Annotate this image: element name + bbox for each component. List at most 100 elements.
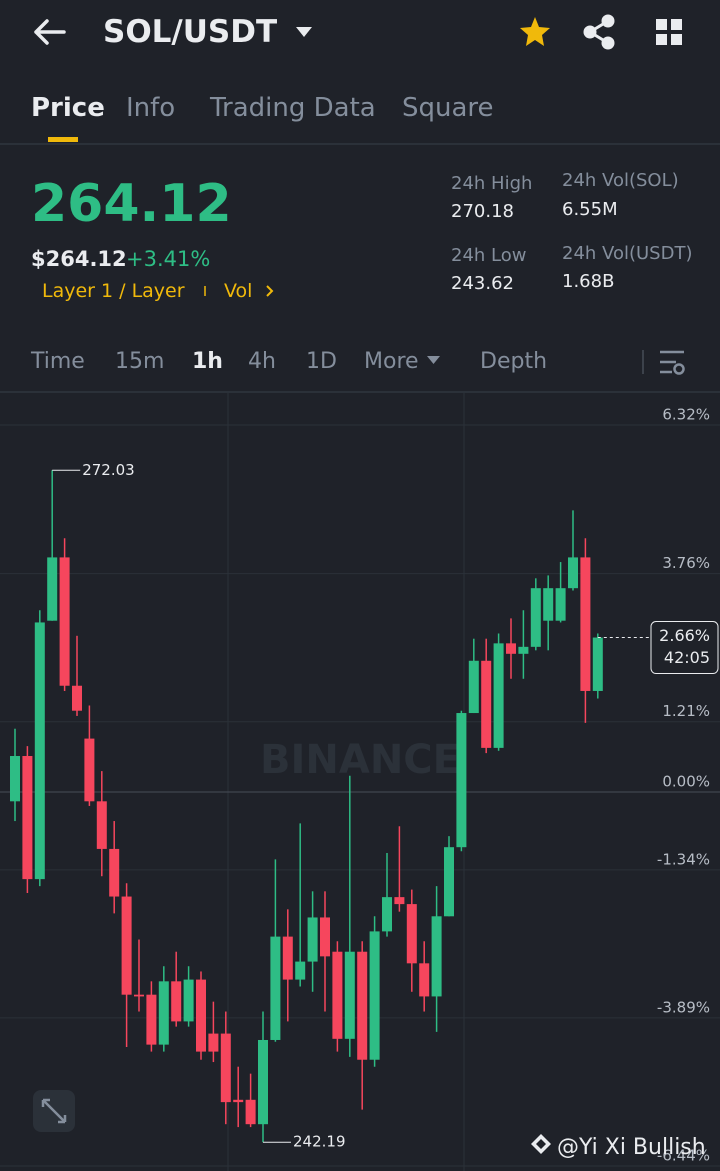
candle-body [146,994,157,1045]
candle-body [481,660,492,748]
candle-body [369,931,380,1060]
y-tick-label: 6.32% [662,406,710,424]
candlestick-chart: BINANCE 6.32% 3.76% 1.21% 0.00% -1.34% -3.89% -… [0,393,720,1171]
candle-body [506,643,516,654]
candle-body [220,1033,231,1103]
dropdown-icon[interactable] [296,27,312,37]
back-icon[interactable] [34,19,66,45]
candle-body [34,622,45,880]
y-tick-label: -1.34% [657,850,710,868]
star-icon[interactable] [520,17,550,46]
stat-value: 1.68B [562,271,615,292]
price-change: +3.41% [126,247,211,271]
expand-icon[interactable] [33,1090,75,1132]
tag-link[interactable]: Layer 1 / Layer [42,280,185,302]
stat-value: 270.18 [451,201,514,222]
candle-body [344,951,355,1039]
candle-body [109,848,120,897]
candle-body [196,979,206,1052]
tab[interactable]: Trading Data [210,93,376,123]
stat-value: 6.55M [562,199,618,220]
usd-price: $264.12 [31,247,127,271]
candle-body [592,637,603,691]
candle-body [158,981,169,1045]
vol-link[interactable]: Vol [224,280,253,302]
candle-body [456,713,467,848]
candle-body [183,979,194,1022]
candle-body [208,1033,219,1052]
y-tick-label: -3.89% [657,998,710,1016]
interval[interactable]: Time [31,349,85,374]
share-icon[interactable] [583,14,615,50]
candle-body [22,756,33,880]
interval[interactable]: 1D [306,349,337,374]
stat-label: 24h Vol(SOL) [562,170,679,191]
candle-body [444,847,454,917]
y-tick-label: 3.76% [662,554,710,572]
candle-body [282,936,293,980]
candle-body [568,557,578,589]
candle-body [270,936,281,1040]
candle-body [72,685,82,711]
interval[interactable]: Depth [480,349,548,374]
stat-value: 243.62 [451,273,514,294]
countdown: 42:05 [664,648,710,667]
candle-body [468,660,479,714]
candle-body [419,963,430,997]
candle-body [518,646,529,654]
annotation-label: 242.19 [293,1133,346,1151]
y-tick-label: 0.00% [662,773,710,791]
candle-body [320,917,330,957]
candle-body [47,557,58,621]
candle-body [543,588,554,621]
watermark: BINANCE [260,737,460,783]
logo [531,1134,551,1154]
candle-body [134,994,144,997]
candle-body [406,904,417,964]
candle-body [59,557,70,686]
y-tick-label: 1.21% [662,702,710,720]
candle-body [307,917,318,962]
settings-icon[interactable] [660,350,685,375]
grid-icon[interactable] [656,19,682,45]
candle-body [357,951,368,1060]
interval[interactable]: More [364,349,419,374]
candle-body [245,1099,256,1125]
stat-label: 24h Vol(USDT) [562,243,693,264]
candle-body [121,896,132,995]
annotation-label: 272.03 [82,461,135,479]
stat-label: 24h High [451,173,533,194]
interval[interactable]: 15m [115,349,165,374]
interval[interactable]: 1h [192,349,223,374]
y-tick-label: -6.44% [657,1147,710,1165]
interval[interactable]: 4h [248,349,276,374]
candle-body [332,951,343,1039]
candle-body [431,916,442,997]
candle-body [530,588,541,647]
chevron[interactable] [266,285,274,297]
candle-body [394,897,405,905]
candle-body [493,643,504,748]
current-price-label: 2.66% [659,626,710,645]
candle-body [233,1099,244,1103]
header-icons [0,14,720,393]
tab-indicator [48,137,78,142]
candle-body [96,801,107,849]
tab[interactable]: Price [31,93,105,123]
watermark-author: @Yi Xi Bullish [557,1135,706,1160]
candle-body [295,961,306,980]
stat-label: 24h Low [451,245,527,266]
pair-title[interactable]: SOL/USDT [103,14,278,50]
candle-body [171,981,182,1022]
last-price: 264.12 [31,174,232,234]
tab[interactable]: Info [126,93,176,123]
current-price-box [650,621,719,675]
candle-body [580,557,591,691]
candle-body [382,897,392,932]
tab[interactable]: Square [402,93,494,123]
more-dropdown[interactable] [427,356,440,364]
candle-body [84,738,95,802]
candle-body [258,1039,268,1125]
candle-body [555,588,566,621]
